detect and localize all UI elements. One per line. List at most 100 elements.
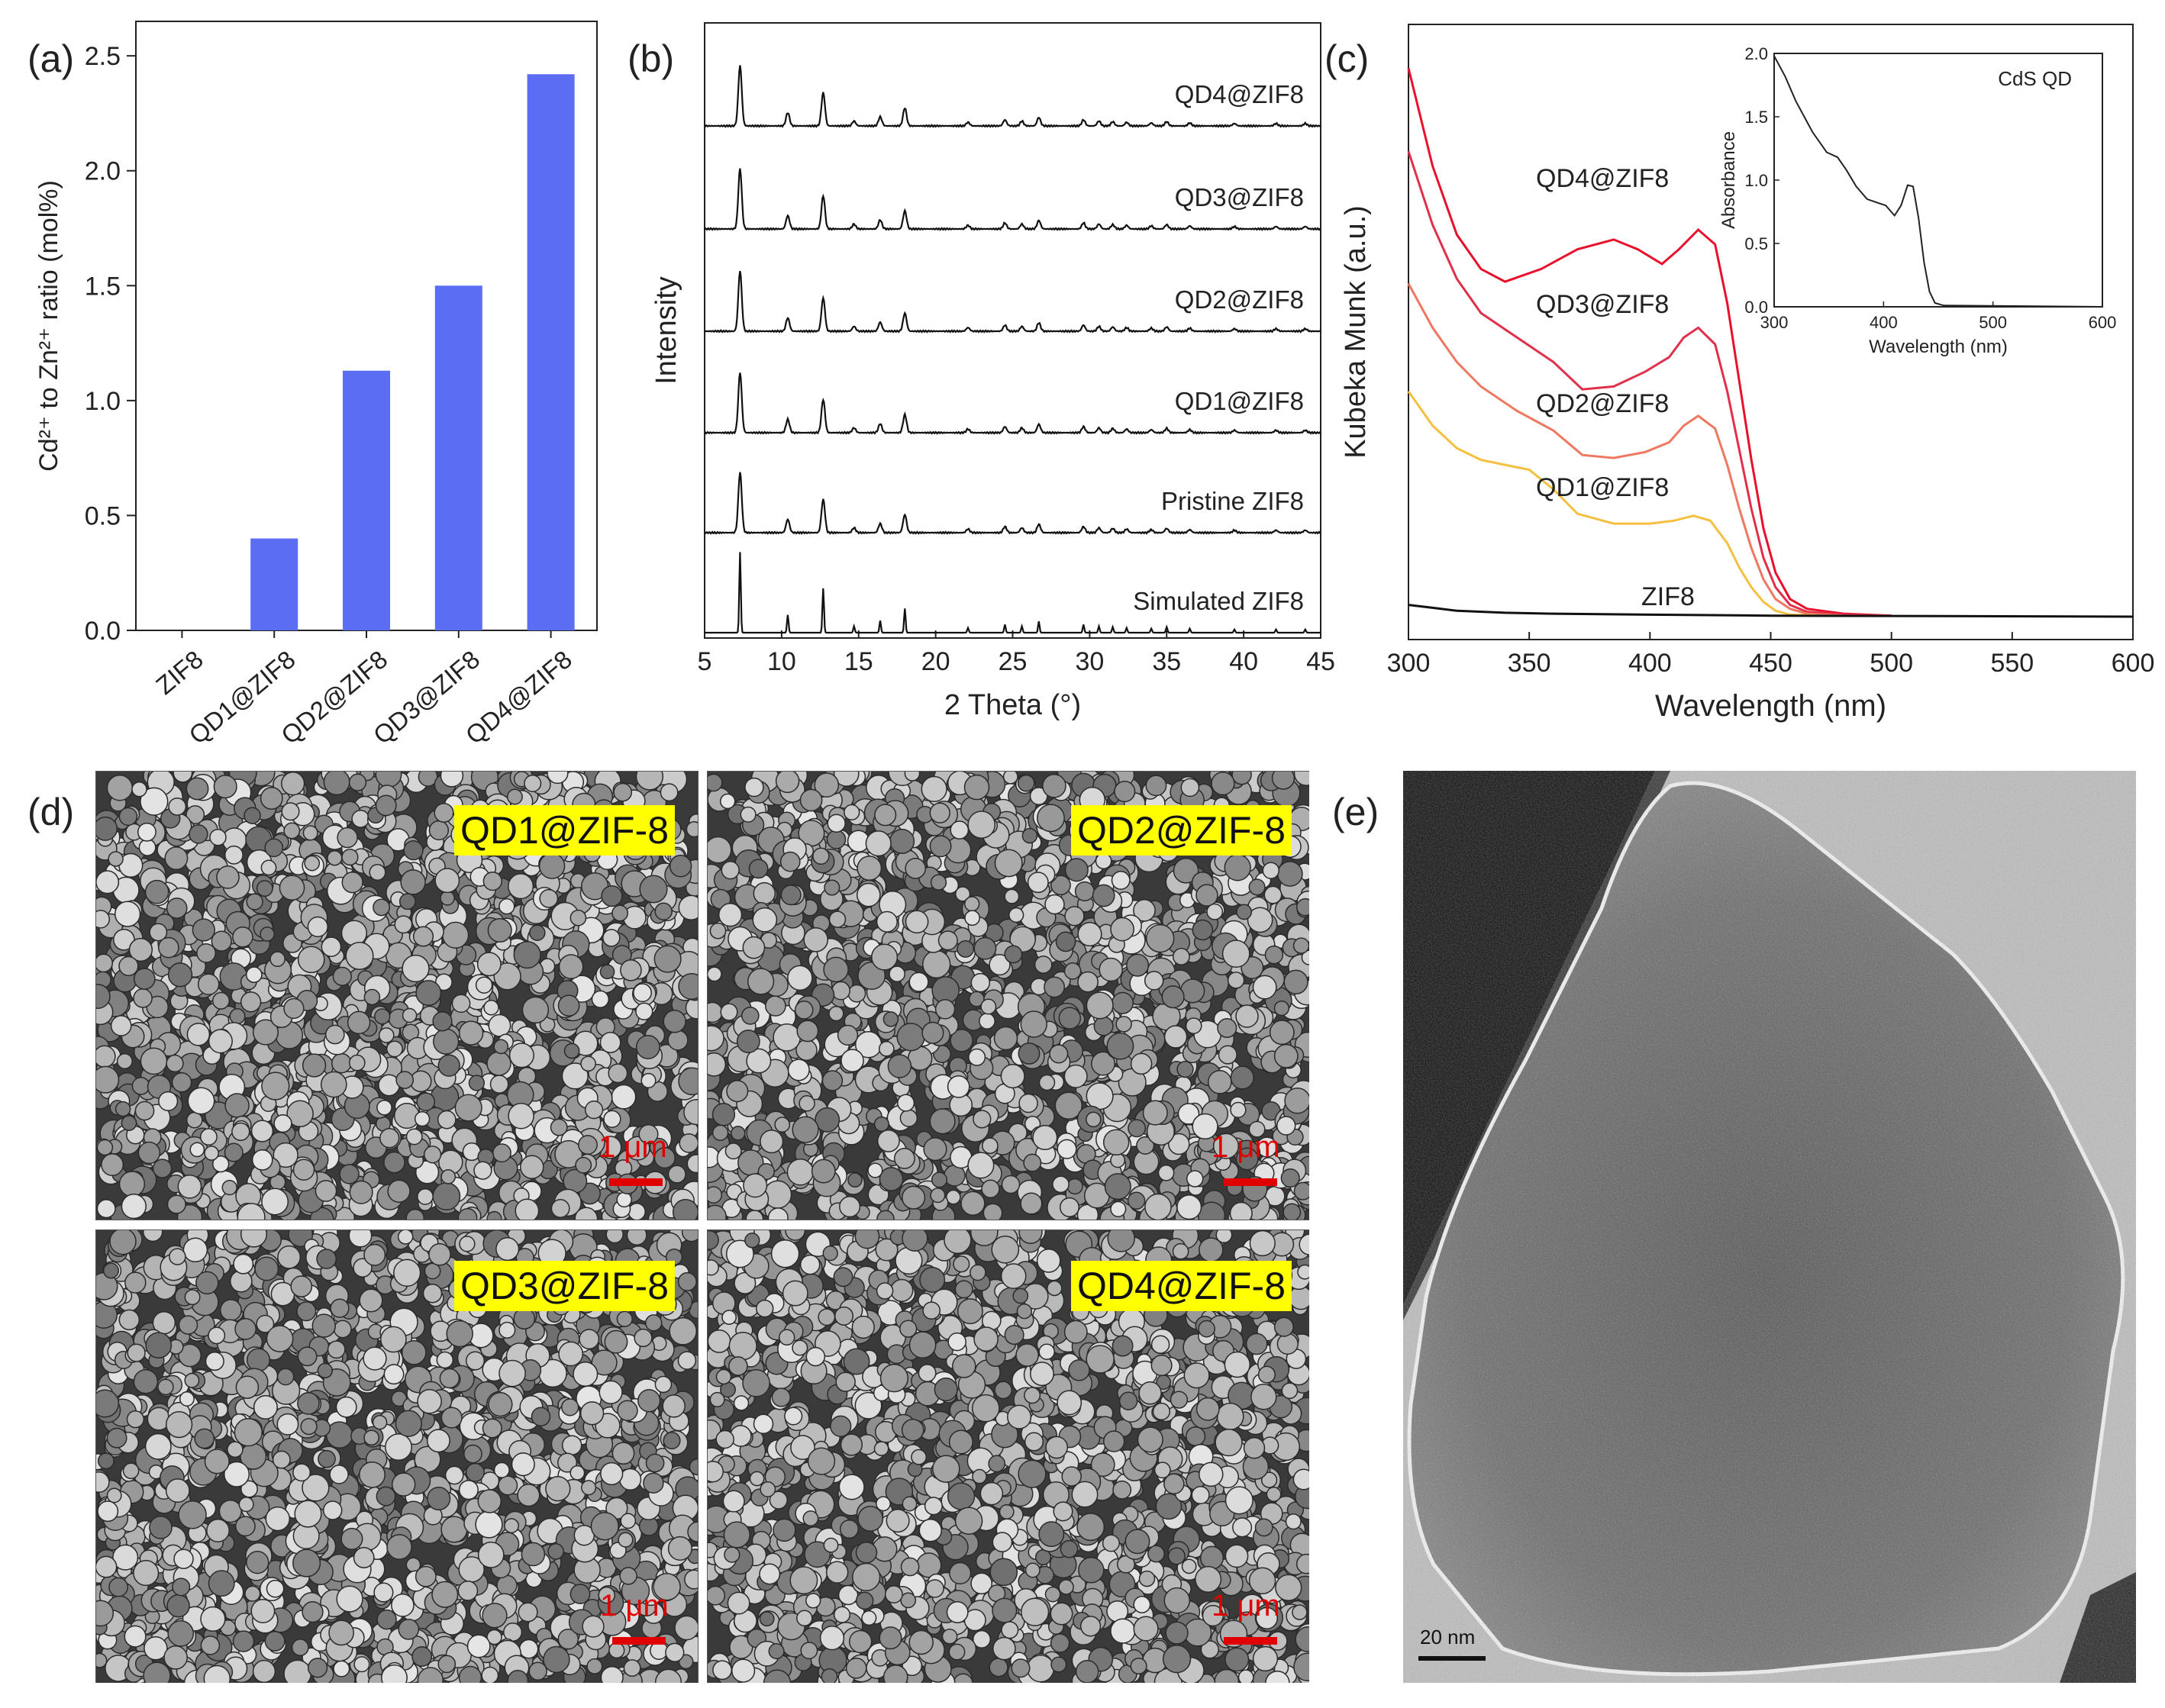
inset-series-cds-qd [1773,55,2103,308]
chart-c-absorbance: 300 350 400 450 500 550 600 Wavelength (nm) Kube… [1340,24,2155,723]
y-tick-label-a: 0.5 [85,501,121,530]
inset-frame [1773,53,2103,308]
km-series-qd2-zif8 [1407,282,1844,617]
y-tick-label-a: 0.0 [85,617,121,646]
x-tick-label-b: 30 [1075,647,1104,676]
xrd-series-5 [704,472,1321,535]
panel-a-letter: (a) [27,37,75,80]
xrd-series-label: QD4@ZIF8 [1175,80,1304,108]
x-tick-label-b: 45 [1306,647,1335,676]
inset-x-tick-label: 600 [2089,313,2117,332]
x-tick-label-b: 15 [844,647,873,676]
x-tick-label-c: 400 [1628,649,1672,678]
inset-y-tick-label: 1.0 [1744,171,1768,190]
x-tick-label-b: 35 [1152,647,1181,676]
x-tick-label-b: 20 [921,647,950,676]
inset-x-tick-label: 500 [1979,313,2007,332]
category-label: ZIF8 [150,645,208,700]
xrd-series-label: QD1@ZIF8 [1175,387,1304,415]
sem-label-4: QD4@ZIF-8 [1071,1261,1292,1311]
xrd-series-2 [704,168,1321,231]
sem-particles [96,772,698,1220]
xrd-series-6 [705,552,1321,634]
tem-image [1403,771,2136,1683]
tem-image-panel: 20 nm [1403,771,2136,1683]
km-series-label: QD2@ZIF8 [1536,389,1669,418]
bar-qd3-zif8 [434,285,482,630]
inset-y-tick-label: 2.0 [1744,44,1768,63]
xrd-series-3 [704,271,1321,334]
x-tick-label-b: 5 [698,647,712,676]
bar-qd4-zif8 [527,74,575,630]
sem-tile-3: QD3@ZIF-8 1 μm [95,1229,699,1683]
sem-scale-text-2: 1 μm [1212,1130,1280,1164]
sem-label-3: QD3@ZIF-8 [454,1261,675,1311]
x-tick-label-b: 40 [1229,647,1258,676]
xrd-series-label: QD3@ZIF8 [1175,183,1304,211]
sem-scale-text-1: 1 μm [599,1130,667,1164]
x-tick-label-c: 600 [2112,649,2155,678]
sem-scale-bar-4 [1224,1637,1277,1645]
inset-y-tick-label: 1.5 [1744,108,1768,127]
bar-qd2-zif8 [343,370,390,630]
x-tick-label-c: 350 [1508,649,1551,678]
x-tick-label-c: 550 [1990,649,2034,678]
sem-particles [708,1230,1309,1683]
chart-a-bar: 0.0 0.5 1.0 1.5 2.0 2.5 Cd²⁺ to Zn²⁺ ratio (mo… [34,21,598,749]
inset-y-tick-label: 0.0 [1744,298,1768,317]
xrd-series-label: QD2@ZIF8 [1175,285,1304,314]
km-series-zif8 [1408,604,2134,618]
bar-qd1-zif8 [250,538,298,630]
sem-scale-bar-1 [609,1178,663,1186]
y-tick-label-a: 2.5 [85,42,121,71]
x-tick-label-b: 10 [767,647,796,676]
sem-scale-bar-3 [612,1637,666,1645]
panel-e-letter: (e) [1332,791,1379,833]
inset-y-tick-label: 0.5 [1744,234,1768,253]
xrd-series-label: Simulated ZIF8 [1133,587,1304,615]
inset-x-axis-label: Wavelength (nm) [1869,337,2008,357]
x-axis-label-b: 2 Theta (°) [944,689,1081,721]
sem-scale-text-3: 1 μm [600,1589,669,1623]
y-axis-label-b: Intensity [650,276,682,385]
x-tick-label-c: 300 [1387,649,1431,678]
panel-d-letter: (d) [27,791,75,833]
km-series-qd1-zif8 [1407,390,1819,617]
sem-scale-text-4: 1 μm [1212,1589,1280,1623]
x-tick-label-c: 450 [1749,649,1792,678]
y-tick-label-a: 1.5 [85,272,121,301]
sem-grid: QD1@ZIF-8 1 μm QD2@ZIF-8 1 μm QD3@ZIF-8 … [95,771,1309,1683]
x-tick-label-b: 25 [999,647,1028,676]
panel-b-letter: (b) [628,37,675,80]
xrd-series-4 [704,372,1321,435]
tem-scale-bar [1418,1656,1486,1661]
sem-tile-1: QD1@ZIF-8 1 μm [95,771,699,1220]
km-series-qd4-zif8 [1407,67,1892,617]
km-series-label: ZIF8 [1641,582,1695,611]
inset-y-axis-label: Absorbance [1718,131,1739,229]
km-series-label: QD1@ZIF8 [1536,473,1669,502]
y-axis-label-a: Cd²⁺ to Zn²⁺ ratio (mol%) [34,180,63,472]
sem-scale-bar-2 [1224,1178,1277,1186]
inset-x-tick-label: 400 [1870,313,1898,332]
sem-particles [708,772,1309,1220]
sem-tile-2: QD2@ZIF-8 1 μm [707,771,1309,1220]
xrd-series-1 [705,65,1321,128]
chart-b-xrd: 5 10 15 20 25 30 35 40 45 2 Theta (°) Intensity QD4… [650,22,1335,721]
x-axis-label-c: Wavelength (nm) [1655,689,1886,723]
sem-label-2: QD2@ZIF-8 [1071,805,1292,856]
xrd-series-label: Pristine ZIF8 [1161,487,1304,515]
sem-label-1: QD1@ZIF-8 [454,805,675,856]
y-axis-label-c: Kubeka Munk (a.u.) [1340,205,1372,459]
y-tick-label-a: 2.0 [85,157,121,186]
km-series-label: QD4@ZIF8 [1536,164,1669,193]
inset-legend: CdS QD [1998,67,2072,90]
y-tick-label-a: 1.0 [85,387,121,416]
inset-x-tick-label: 300 [1760,313,1789,332]
km-series-qd3-zif8 [1407,150,1892,617]
km-series-label: QD3@ZIF8 [1536,290,1669,319]
x-tick-label-c: 500 [1870,649,1913,678]
sem-tile-4: QD4@ZIF-8 1 μm [707,1229,1309,1683]
tem-scale-text: 20 nm [1420,1626,1476,1648]
panel-c-letter: (c) [1324,37,1370,80]
